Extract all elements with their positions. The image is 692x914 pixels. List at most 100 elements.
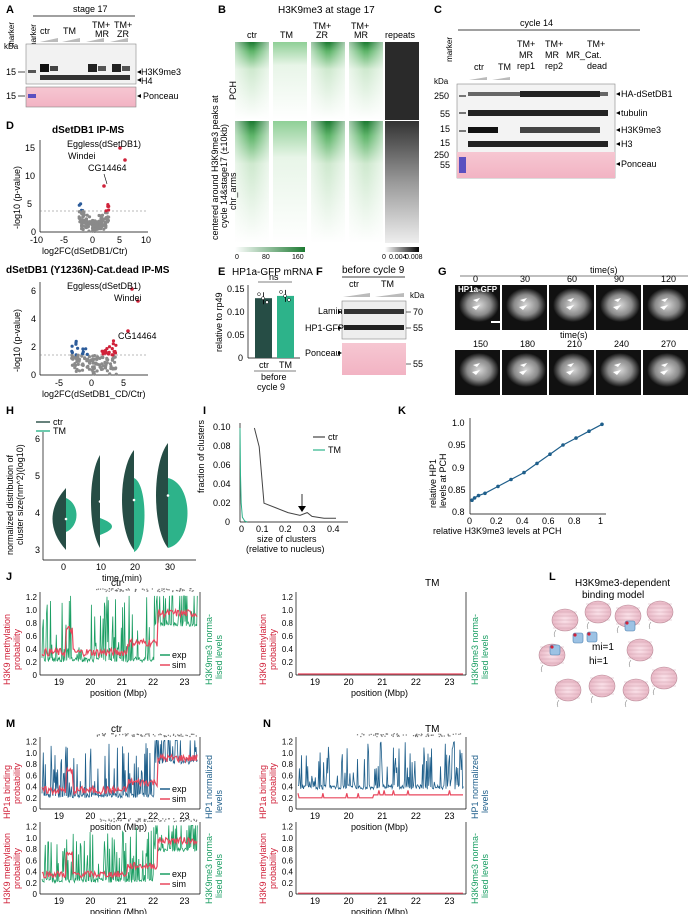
xlabel: position (Mbp) — [351, 822, 408, 832]
ylabel-h-2: cluster size(nm^2)(log10) — [15, 444, 25, 545]
peak-dot — [380, 734, 382, 736]
peak-dot — [99, 588, 102, 590]
peak-dot — [196, 819, 198, 821]
peak-dot — [163, 735, 165, 737]
ytick: 0 — [33, 671, 38, 680]
peak-dot — [118, 819, 120, 821]
arrowhead-icon — [520, 298, 527, 302]
peak-dot — [115, 735, 117, 737]
lane-tmzr-a2: ZR — [117, 29, 129, 39]
peak-dot — [418, 734, 420, 736]
peak-dot — [162, 818, 164, 820]
xtick: 19 — [310, 811, 320, 821]
violin-median — [64, 517, 68, 521]
panel-m: M ctr 0 0.2 0.4 0.6 0.8 1.0 1.2 19 20 21 22 23 posit… — [2, 718, 224, 914]
panel-d-title1: dSetDB1 IP-MS — [52, 125, 125, 136]
volcano-point — [91, 361, 95, 365]
volcano-point — [77, 216, 81, 220]
peak-dot — [448, 735, 450, 737]
line-chart-k — [470, 422, 604, 503]
xtick-k-0: 0 — [467, 516, 472, 526]
panel-b-title: H3K9me3 at stage 17 — [278, 5, 375, 16]
panel-d-letter: D — [6, 120, 14, 132]
volcano-point — [106, 215, 110, 219]
volcano-point — [76, 346, 80, 350]
scale-b-160: 160 — [292, 254, 304, 261]
l-mi: mi=1 — [592, 642, 614, 653]
peak-dot — [373, 734, 375, 736]
peak-dot — [160, 733, 162, 736]
lane-tm-a: TM — [63, 26, 76, 36]
methyl-mark — [587, 632, 591, 636]
peak-dot — [154, 735, 156, 737]
xtick: 23 — [445, 811, 455, 821]
ytick: 0 — [289, 805, 294, 814]
peak-dot — [443, 735, 445, 737]
peak-dot — [103, 819, 105, 821]
volcano-point-highlight — [126, 329, 130, 333]
ylabel-left-2: probability — [268, 762, 278, 804]
peak-dot — [193, 818, 195, 820]
ytick: 0.6 — [26, 771, 38, 780]
peak-dot — [112, 733, 114, 735]
peak-dot — [416, 734, 418, 736]
peak-dot — [124, 733, 126, 735]
peak-dot — [172, 734, 175, 736]
volcano-point — [85, 352, 89, 356]
peak-dot — [134, 590, 137, 592]
g-hp1a-label: HP1a-GFP — [458, 285, 498, 294]
peak-dot — [102, 734, 104, 736]
volcano-point — [98, 356, 102, 360]
bar-replicate-point — [261, 296, 265, 300]
histone-tail — [553, 629, 557, 638]
volcano-plot-1 — [39, 140, 148, 233]
volcano-plot-2 — [39, 282, 148, 376]
xlabel: position (Mbp) — [351, 907, 408, 914]
peak-dot — [119, 734, 121, 736]
ytick: 0 — [289, 890, 294, 899]
lane-r3c: dead — [587, 61, 607, 71]
peak-dot — [195, 735, 197, 737]
marker-15b-c: 15 — [440, 138, 450, 148]
k-point — [600, 422, 604, 427]
ytick-d1-15: 15 — [25, 143, 35, 153]
volcano-point-highlight — [130, 287, 134, 291]
ytick-d2-2: 2 — [31, 342, 36, 352]
ytick: 0.4 — [26, 645, 38, 654]
peak-dot — [180, 820, 182, 822]
peak-dot — [144, 735, 146, 737]
peak-dot — [129, 818, 131, 820]
ytick-i-010: 0.10 — [213, 422, 231, 432]
peak-dot — [430, 734, 433, 736]
k-point — [574, 436, 578, 440]
peak-dot — [146, 588, 148, 590]
xtick-k-02: 0.2 — [490, 516, 503, 526]
volcano-point — [92, 366, 96, 370]
peak-dot — [110, 589, 112, 591]
lane-ctr-a: ctr — [40, 26, 50, 36]
ytick: 0.6 — [282, 771, 294, 780]
peak-dot — [126, 589, 128, 591]
ytick-i-002: 0.02 — [213, 498, 231, 508]
peak-dot — [97, 588, 99, 590]
volcano-point — [102, 227, 106, 231]
band-ponceau-c: Ponceau — [621, 159, 657, 169]
peak-dot — [115, 734, 117, 736]
exp-line — [41, 740, 198, 799]
bar-replicate-point — [283, 294, 287, 298]
ylabel-left: H3K9 methylation — [2, 833, 12, 904]
peak-dot — [145, 733, 147, 735]
peak-dot — [416, 733, 418, 735]
ytick-k-100: 1.0 — [452, 418, 465, 428]
ytick: 0.6 — [26, 856, 38, 865]
sim-line — [297, 790, 463, 799]
peak-dot — [117, 818, 119, 820]
peak-dot — [180, 733, 182, 735]
panel-f-title: before cycle 9 — [342, 265, 405, 276]
ytick-e-010: 0.10 — [227, 307, 245, 317]
legend-sim: sim — [172, 879, 186, 889]
ylabel-right: HP1 normalized — [204, 755, 214, 819]
xtick: 22 — [148, 896, 158, 906]
xtick: 19 — [54, 811, 64, 821]
